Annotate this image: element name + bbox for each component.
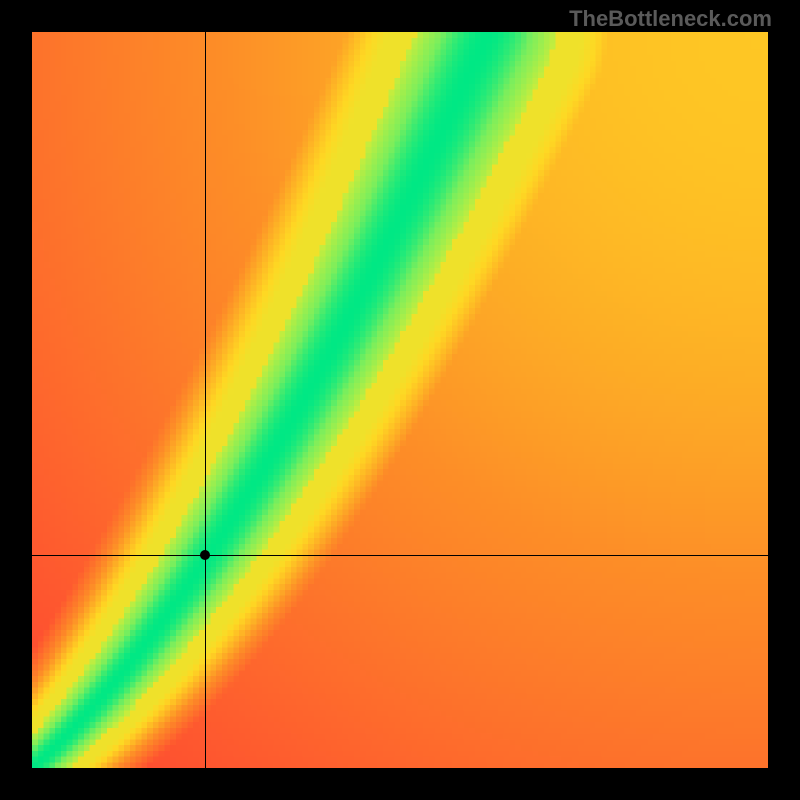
watermark-text: TheBottleneck.com — [569, 6, 772, 32]
crosshair-horizontal — [32, 555, 768, 556]
figure-root: TheBottleneck.com — [0, 0, 800, 800]
heatmap-canvas — [32, 32, 768, 768]
plot-area — [32, 32, 768, 768]
crosshair-marker — [200, 550, 210, 560]
crosshair-vertical — [205, 32, 206, 768]
